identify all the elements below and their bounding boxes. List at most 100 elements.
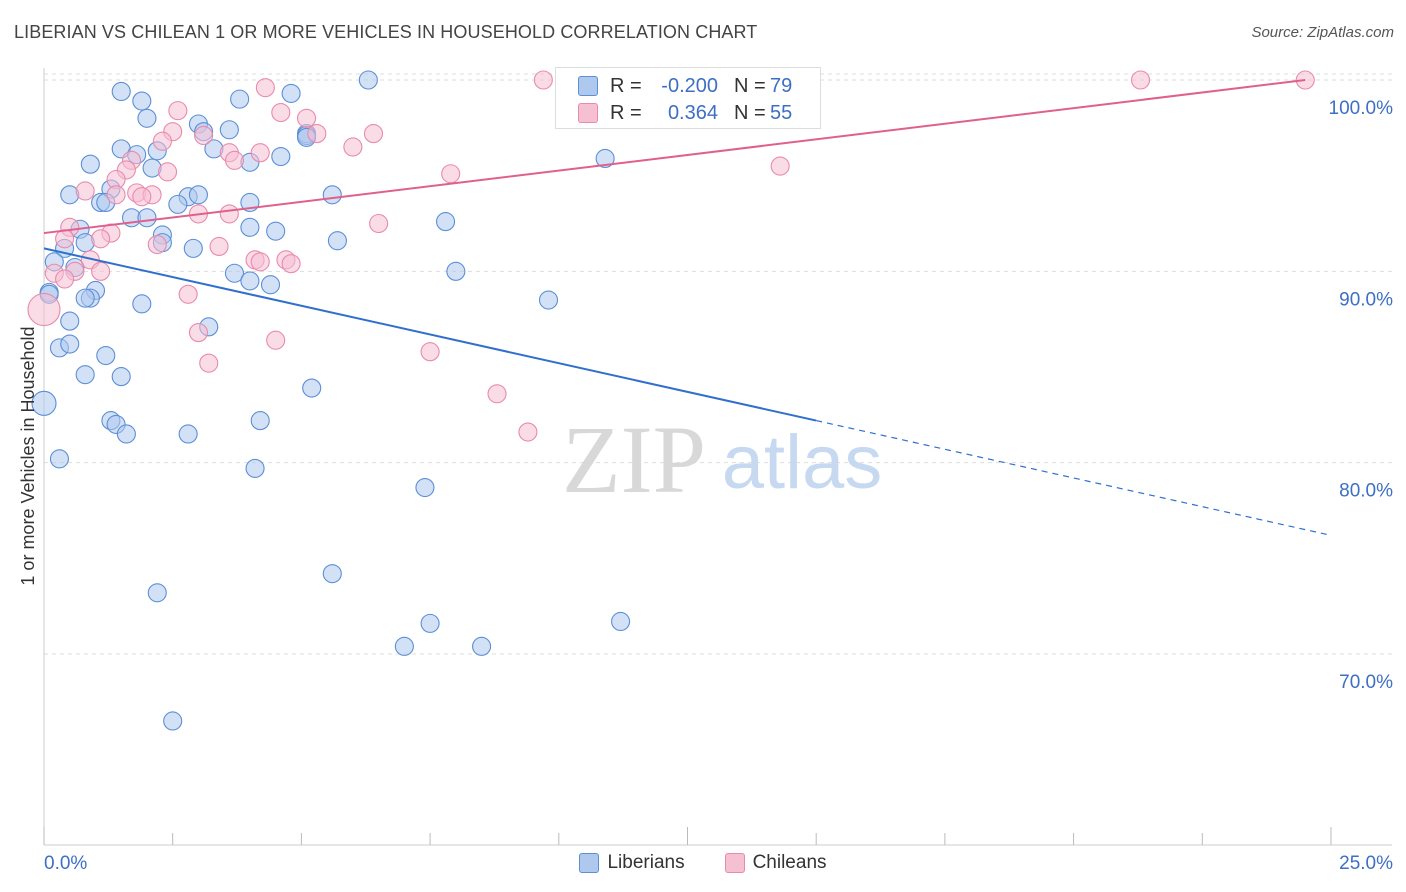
- y-axis-label: 1 or more Vehicles in Household: [18, 326, 38, 585]
- chilean-point: [266, 330, 286, 350]
- x-tick-label-min: 0.0%: [44, 853, 87, 874]
- liberian-point: [240, 217, 260, 237]
- legend-label: Liberians: [607, 852, 685, 873]
- liberian-point: [230, 89, 250, 109]
- legend-label: Chileans: [752, 852, 827, 873]
- liberian-point: [281, 83, 301, 103]
- chilean-point: [27, 293, 61, 327]
- chilean-point: [91, 261, 111, 281]
- r-value: -0.200: [661, 74, 718, 97]
- axis-labels: 70.0% 80.0% 90.0% 100.0% 0.0% 25.0% 1 or more …: [18, 98, 1393, 874]
- liberian-point: [137, 108, 157, 128]
- data-points: [27, 70, 1315, 731]
- series-legend: Liberians Chileans: [0, 852, 1406, 874]
- source-credit: Source: ZipAtlas.com: [1251, 24, 1394, 41]
- chilean-point: [271, 102, 291, 123]
- chilean-point: [158, 162, 178, 182]
- liberian-point: [116, 424, 136, 444]
- chilean-point: [363, 124, 384, 144]
- liberian-point: [472, 636, 492, 656]
- x-tick-label-max: 25.0%: [1339, 853, 1393, 874]
- y-tick-label: 80.0%: [1339, 481, 1393, 502]
- liberian-point: [188, 185, 208, 205]
- liberian-point: [358, 70, 378, 90]
- liberian-point: [178, 424, 198, 444]
- legend-item-liberians[interactable]: Liberians: [579, 852, 685, 874]
- pink-swatch: [724, 853, 745, 873]
- liberian-point: [168, 194, 188, 214]
- liberian-point: [60, 311, 80, 331]
- liberian-trend-extension: [816, 419, 1332, 536]
- liberian-point: [137, 208, 157, 228]
- liberian-point: [250, 411, 270, 431]
- chilean-point: [420, 342, 440, 362]
- n-label: N =: [734, 101, 766, 124]
- axes: [43, 68, 1392, 846]
- chilean-point: [199, 353, 219, 373]
- chilean-point: [533, 70, 553, 90]
- chilean-point: [168, 101, 188, 121]
- chilean-point: [369, 213, 389, 234]
- chilean-point: [296, 108, 317, 128]
- y-tick-label: 90.0%: [1339, 289, 1393, 310]
- correlation-legend: R = -0.200 N = 79 R = 0.364 N = 55: [555, 67, 821, 129]
- chilean-point: [178, 284, 198, 304]
- liberian-point: [322, 185, 342, 205]
- liberian-point: [435, 212, 456, 232]
- chilean-trend-line: [43, 79, 1306, 235]
- chart-title: LIBERIAN VS CHILEAN 1 OR MORE VEHICLES I…: [14, 22, 758, 42]
- chilean-point: [281, 254, 301, 274]
- chilean-point: [55, 229, 75, 249]
- liberian-point: [245, 458, 265, 478]
- chilean-point: [487, 384, 507, 404]
- liberian-point: [219, 120, 239, 140]
- n-value: 55: [770, 101, 793, 124]
- correlation-row-chileans: R = 0.364 N = 55: [578, 100, 792, 126]
- chilean-point: [188, 323, 208, 343]
- n-label: N =: [734, 74, 766, 97]
- liberian-point: [60, 334, 80, 354]
- chilean-point: [219, 204, 239, 224]
- chilean-point: [106, 185, 126, 205]
- liberian-point: [446, 261, 466, 281]
- legend-item-chileans[interactable]: Chileans: [724, 852, 827, 874]
- chilean-point: [250, 252, 270, 272]
- r-label: R =: [610, 74, 642, 97]
- chilean-point: [224, 150, 245, 170]
- blue-swatch: [579, 853, 600, 873]
- liberian-point: [132, 294, 152, 314]
- chilean-point: [55, 269, 75, 289]
- correlation-row-liberians: R = -0.200 N = 79: [578, 73, 792, 99]
- chilean-point: [209, 236, 229, 257]
- liberian-point: [80, 154, 100, 174]
- chilean-point: [147, 234, 167, 255]
- liberian-point: [260, 275, 281, 295]
- chilean-point: [91, 229, 111, 249]
- liberian-trend-line: [43, 247, 817, 422]
- liberian-point: [240, 271, 260, 291]
- watermark-zip: ZIP: [562, 406, 706, 513]
- liberian-point: [96, 345, 116, 366]
- liberian-point: [595, 148, 615, 168]
- r-value: 0.364: [667, 101, 718, 124]
- liberian-point: [611, 611, 631, 632]
- liberian-point: [111, 367, 131, 387]
- liberian-point: [183, 238, 203, 258]
- pink-swatch: [578, 103, 598, 123]
- chilean-point: [307, 124, 327, 144]
- liberian-point: [538, 290, 559, 310]
- chilean-point: [518, 422, 538, 442]
- r-label: R =: [610, 101, 642, 124]
- y-tick-label: 70.0%: [1339, 672, 1393, 693]
- liberian-point: [394, 636, 414, 656]
- chilean-point: [194, 125, 214, 146]
- chilean-point: [1130, 70, 1151, 90]
- chilean-point: [343, 137, 363, 157]
- liberian-point: [75, 365, 95, 385]
- liberian-point: [31, 390, 57, 416]
- liberian-point: [271, 146, 291, 167]
- liberian-point: [163, 711, 183, 731]
- chilean-point: [255, 78, 275, 98]
